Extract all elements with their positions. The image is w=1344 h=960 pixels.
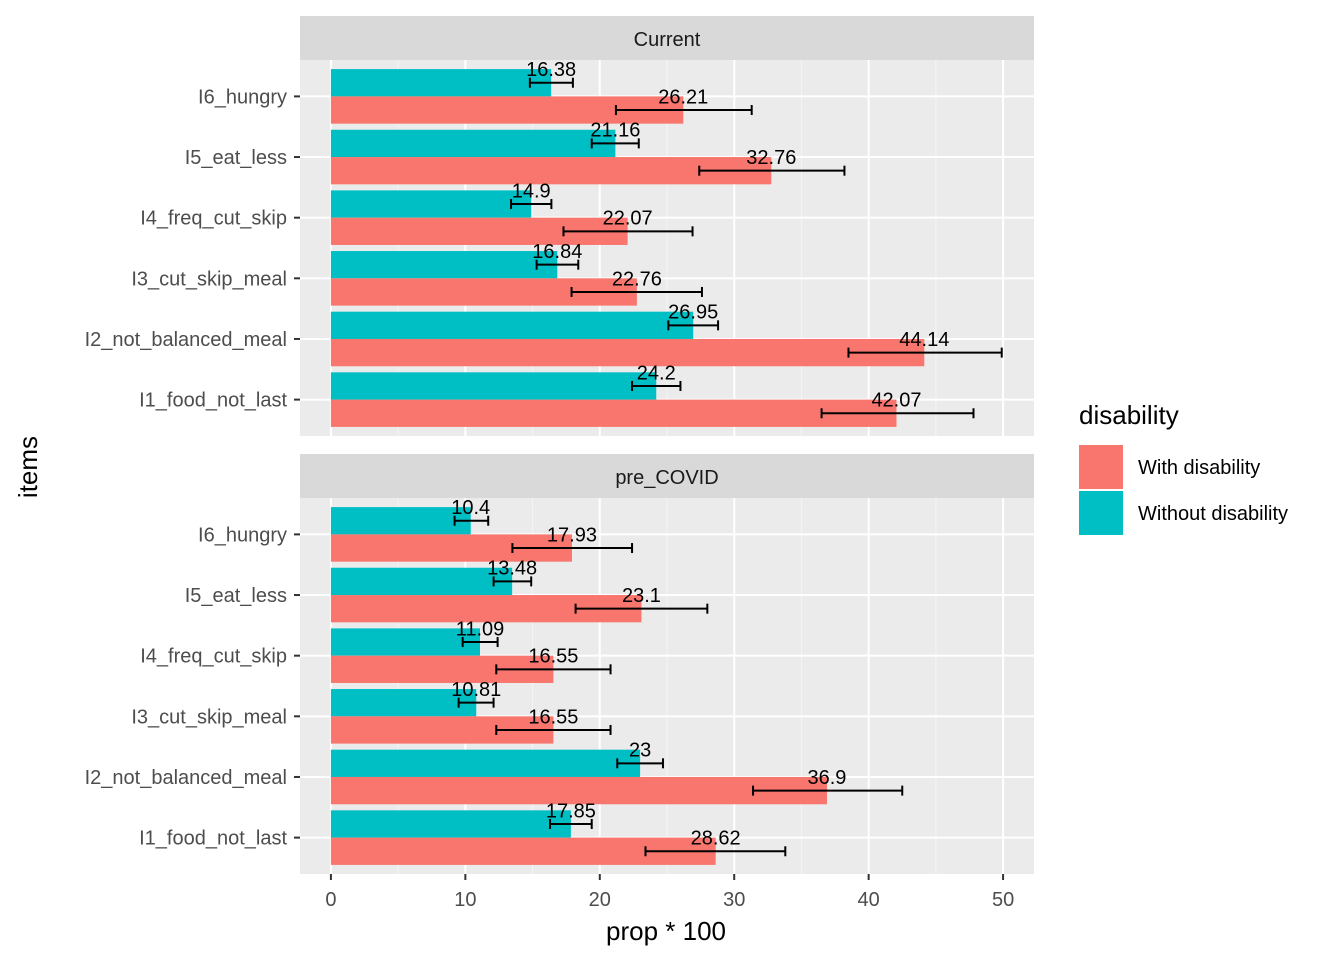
bar-with-disability-i2-not-balanced-meal bbox=[330, 338, 925, 367]
legend-label-with-disability: With disability bbox=[1138, 457, 1260, 479]
y-tick-label-i6-hungry: I6_hungry bbox=[198, 86, 287, 108]
y-axis-title: items bbox=[13, 436, 43, 498]
y-tick-label-i5-eat-less: I5_eat_less bbox=[185, 147, 287, 169]
data-label-without-disability-i6-hungry: 16.38 bbox=[526, 59, 576, 81]
bar-with-disability-i2-not-balanced-meal bbox=[330, 776, 827, 805]
data-label-without-disability-i3-cut-skip-meal: 10.81 bbox=[451, 679, 501, 701]
y-tick-label-i3-cut-skip-meal: I3_cut_skip_meal bbox=[131, 268, 287, 290]
data-label-without-disability-i5-eat-less: 21.16 bbox=[590, 120, 640, 142]
y-tick-label-i2-not-balanced-meal: I2_not_balanced_meal bbox=[85, 767, 287, 789]
bar-without-disability-i5-eat-less bbox=[330, 129, 616, 158]
data-label-without-disability-i5-eat-less: 13.48 bbox=[487, 558, 537, 580]
bar-without-disability-i1-food-not-last bbox=[330, 810, 571, 838]
data-label-with-disability-i6-hungry: 26.21 bbox=[658, 86, 708, 108]
x-tick-label-10: 10 bbox=[454, 889, 476, 911]
bar-without-disability-i6-hungry bbox=[330, 69, 552, 97]
data-label-with-disability-i3-cut-skip-meal: 16.55 bbox=[528, 706, 578, 728]
x-tick-label-30: 30 bbox=[723, 889, 745, 911]
data-label-without-disability-i1-food-not-last: 24.2 bbox=[637, 362, 676, 384]
strip-label-current: Current bbox=[634, 29, 701, 51]
bar-with-disability-i5-eat-less bbox=[330, 157, 772, 185]
x-tick-label-0: 0 bbox=[325, 889, 336, 911]
y-tick-label-i4-freq-cut-skip: I4_freq_cut_skip bbox=[140, 208, 287, 230]
panel-current: Current 16.38 26.21 I6_hungry 21.16 32.76 I5_e… bbox=[85, 16, 1034, 436]
x-axis-title: prop * 100 bbox=[606, 916, 726, 946]
panels-layer: Current 16.38 26.21 I6_hungry 21.16 32.76 I5_e… bbox=[85, 16, 1034, 874]
data-label-with-disability-i4-freq-cut-skip: 16.55 bbox=[528, 646, 578, 668]
legend-key-with-disability bbox=[1079, 445, 1123, 489]
strip-current bbox=[300, 16, 1034, 60]
x-tick-label-20: 20 bbox=[589, 889, 611, 911]
data-label-with-disability-i2-not-balanced-meal: 44.14 bbox=[899, 329, 949, 351]
legend: disability With disability Without disab… bbox=[1079, 400, 1288, 535]
data-label-with-disability-i3-cut-skip-meal: 22.76 bbox=[612, 268, 662, 290]
x-axis: 0 10 20 30 40 50 bbox=[325, 874, 1014, 911]
y-tick-label-i6-hungry: I6_hungry bbox=[198, 524, 287, 546]
y-tick-label-i5-eat-less: I5_eat_less bbox=[185, 585, 287, 607]
data-label-without-disability-i6-hungry: 10.4 bbox=[451, 497, 490, 519]
bar-without-disability-i1-food-not-last bbox=[330, 372, 657, 400]
bar-without-disability-i4-freq-cut-skip bbox=[330, 190, 532, 218]
bar-without-disability-i2-not-balanced-meal bbox=[330, 749, 641, 777]
strip-label-pre-covid: pre_COVID bbox=[615, 467, 718, 489]
data-label-with-disability-i6-hungry: 17.93 bbox=[547, 524, 597, 546]
panel-pre-covid: pre_COVID 10.4 17.93 I6_hungry 13.48 23.1 I5_e… bbox=[85, 454, 1034, 874]
bar-without-disability-i6-hungry bbox=[330, 507, 471, 535]
data-label-with-disability-i1-food-not-last: 42.07 bbox=[871, 390, 921, 412]
data-label-without-disability-i4-freq-cut-skip: 14.9 bbox=[512, 180, 551, 202]
data-label-without-disability-i4-freq-cut-skip: 11.09 bbox=[456, 618, 505, 640]
data-label-without-disability-i2-not-balanced-meal: 26.95 bbox=[668, 302, 718, 324]
bar-without-disability-i2-not-balanced-meal bbox=[330, 311, 694, 339]
data-label-with-disability-i5-eat-less: 32.76 bbox=[746, 147, 796, 169]
data-label-without-disability-i3-cut-skip-meal: 16.84 bbox=[532, 241, 582, 263]
data-label-with-disability-i2-not-balanced-meal: 36.9 bbox=[808, 767, 847, 789]
x-tick-label-40: 40 bbox=[858, 889, 880, 911]
y-tick-label-i4-freq-cut-skip: I4_freq_cut_skip bbox=[140, 646, 287, 668]
y-tick-label-i2-not-balanced-meal: I2_not_balanced_meal bbox=[85, 329, 287, 351]
strip-pre-covid bbox=[300, 454, 1034, 498]
bar-with-disability-i1-food-not-last bbox=[330, 399, 897, 427]
data-label-without-disability-i2-not-balanced-meal: 23 bbox=[629, 740, 651, 762]
legend-label-without-disability: Without disability bbox=[1138, 503, 1288, 525]
y-tick-label-i1-food-not-last: I1_food_not_last bbox=[139, 828, 287, 850]
data-label-with-disability-i4-freq-cut-skip: 22.07 bbox=[603, 208, 653, 230]
bar-without-disability-i3-cut-skip-meal bbox=[330, 689, 477, 717]
legend-key-without-disability bbox=[1079, 491, 1123, 535]
x-tick-label-50: 50 bbox=[992, 889, 1014, 911]
bar-without-disability-i3-cut-skip-meal bbox=[330, 251, 558, 279]
data-label-with-disability-i1-food-not-last: 28.62 bbox=[691, 828, 741, 850]
legend-title: disability bbox=[1079, 400, 1179, 430]
bar-without-disability-i4-freq-cut-skip bbox=[330, 628, 481, 656]
bar-without-disability-i5-eat-less bbox=[330, 567, 513, 596]
y-tick-label-i1-food-not-last: I1_food_not_last bbox=[139, 390, 287, 412]
y-tick-label-i3-cut-skip-meal: I3_cut_skip_meal bbox=[131, 706, 287, 728]
data-label-with-disability-i5-eat-less: 23.1 bbox=[622, 585, 661, 607]
data-label-without-disability-i1-food-not-last: 17.85 bbox=[546, 800, 596, 822]
